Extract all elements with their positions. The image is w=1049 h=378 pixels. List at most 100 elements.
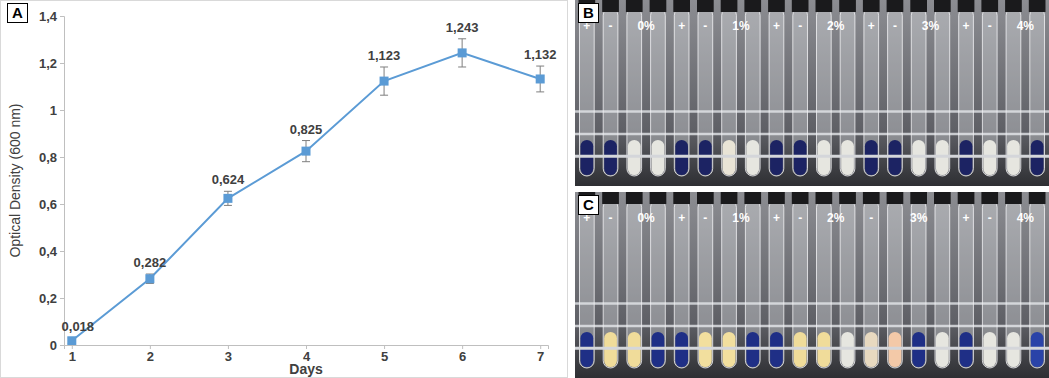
tube-glass	[674, 8, 689, 176]
panel-label-box	[579, 4, 599, 23]
marker	[223, 194, 232, 203]
tube-glass	[817, 200, 832, 368]
rack-wire	[575, 347, 1049, 350]
tube-label: 0%	[637, 19, 655, 33]
tube	[792, 0, 809, 176]
plot: 00,20,40,60,811,21,412345670,0180,2820,6…	[39, 9, 557, 365]
y-tick-label: 0,8	[39, 150, 57, 165]
tube-cap	[816, 192, 833, 204]
tube-glass	[840, 200, 855, 368]
x-tick-label: 3	[225, 349, 232, 364]
markers	[67, 48, 544, 345]
data-label: 0,624	[212, 172, 245, 187]
data-label: 1,243	[446, 20, 479, 35]
tube-label: -	[798, 19, 802, 33]
y-tick: 1,4	[39, 9, 64, 24]
tube-cap	[910, 192, 927, 204]
tube-glass	[793, 8, 808, 176]
error-bar	[536, 66, 544, 92]
y-tick: 1,2	[39, 56, 64, 71]
tube-cap	[650, 0, 667, 12]
tube-cap	[958, 192, 975, 204]
marker	[536, 74, 545, 83]
y-tick-label: 0	[50, 338, 57, 353]
tube-label: -	[609, 19, 613, 33]
tube	[792, 192, 809, 368]
tube-glass	[888, 200, 903, 368]
tube-glass	[888, 8, 903, 176]
tube-cap	[1029, 0, 1046, 12]
y-tick-label: 0,6	[39, 197, 57, 212]
x-tick-label: 5	[381, 349, 388, 364]
figure: 00,20,40,60,811,21,412345670,0180,2820,6…	[0, 0, 1049, 378]
y-tick-mark	[60, 110, 64, 111]
tube-cap	[839, 192, 856, 204]
tube-cap	[1029, 192, 1046, 204]
tube-cap	[721, 0, 738, 12]
error-bar-cap	[380, 66, 388, 67]
y-tick-label: 1,4	[39, 9, 58, 24]
error-bar	[146, 274, 154, 283]
tube-glass	[627, 200, 642, 368]
panel-background	[575, 0, 1049, 186]
tube	[602, 0, 619, 176]
tube-glass	[959, 200, 974, 368]
tube-glass	[627, 8, 642, 176]
x-tick: 5	[381, 345, 388, 364]
tube-cap	[626, 192, 643, 204]
x-tick: 7	[537, 345, 544, 364]
data-label: 0,018	[62, 319, 95, 334]
tube	[768, 192, 785, 368]
tube-label: 2%	[827, 211, 845, 225]
tube	[602, 192, 619, 368]
x-tick: 1	[69, 345, 76, 364]
y-tick-label: 0,4	[39, 244, 58, 259]
tube	[673, 192, 690, 368]
y-tick: 0,4	[39, 244, 64, 259]
y-axis-line	[60, 17, 65, 346]
tube-glass	[959, 8, 974, 176]
x-tick: 3	[225, 345, 232, 364]
x-tick-label: 6	[459, 349, 466, 364]
tube	[887, 192, 904, 368]
error-bar-cap	[380, 95, 388, 96]
panel-label: B	[583, 4, 594, 21]
tube-glass	[698, 8, 713, 176]
tube-cap	[768, 0, 785, 12]
tube-cap	[626, 0, 643, 12]
tube-label: 3%	[922, 19, 940, 33]
y-tick-label: 0,2	[39, 291, 57, 306]
error-bar-cap	[224, 191, 232, 192]
tube-cap	[602, 0, 619, 12]
tube-glass	[982, 8, 997, 176]
tube	[579, 0, 596, 176]
marker	[145, 274, 154, 283]
data-label: 0,825	[290, 122, 323, 137]
data-labels: 0,0180,2820,6240,8251,1231,2431,132	[62, 20, 557, 334]
y-tick: 0,8	[39, 150, 64, 165]
tube-label: +	[963, 211, 970, 225]
tube-label: 1%	[732, 211, 750, 225]
y-tick: 0	[50, 338, 64, 353]
x-axis-title: Days	[289, 361, 323, 377]
tube-cap	[602, 192, 619, 204]
tube-glass	[722, 200, 737, 368]
y-tick-mark	[60, 298, 64, 299]
error-bar-cap	[536, 91, 544, 92]
tube-cap	[934, 0, 951, 12]
tube-glass	[935, 200, 950, 368]
tube-label: 4%	[1017, 211, 1035, 225]
tube-glass	[651, 8, 666, 176]
tube-glass	[982, 200, 997, 368]
tube-glass	[911, 200, 926, 368]
tube-cap	[910, 0, 927, 12]
tube-cap	[673, 192, 690, 204]
tube-panel: +-0%+-1%+-2%-3%+-4%C	[575, 192, 1049, 378]
tube-label: +	[678, 19, 685, 33]
error-bar-cap	[458, 66, 466, 67]
error-bar-cap	[458, 38, 466, 39]
tube	[910, 192, 927, 368]
tube-cap	[958, 0, 975, 12]
tube-glass	[769, 200, 784, 368]
tube	[958, 0, 975, 176]
